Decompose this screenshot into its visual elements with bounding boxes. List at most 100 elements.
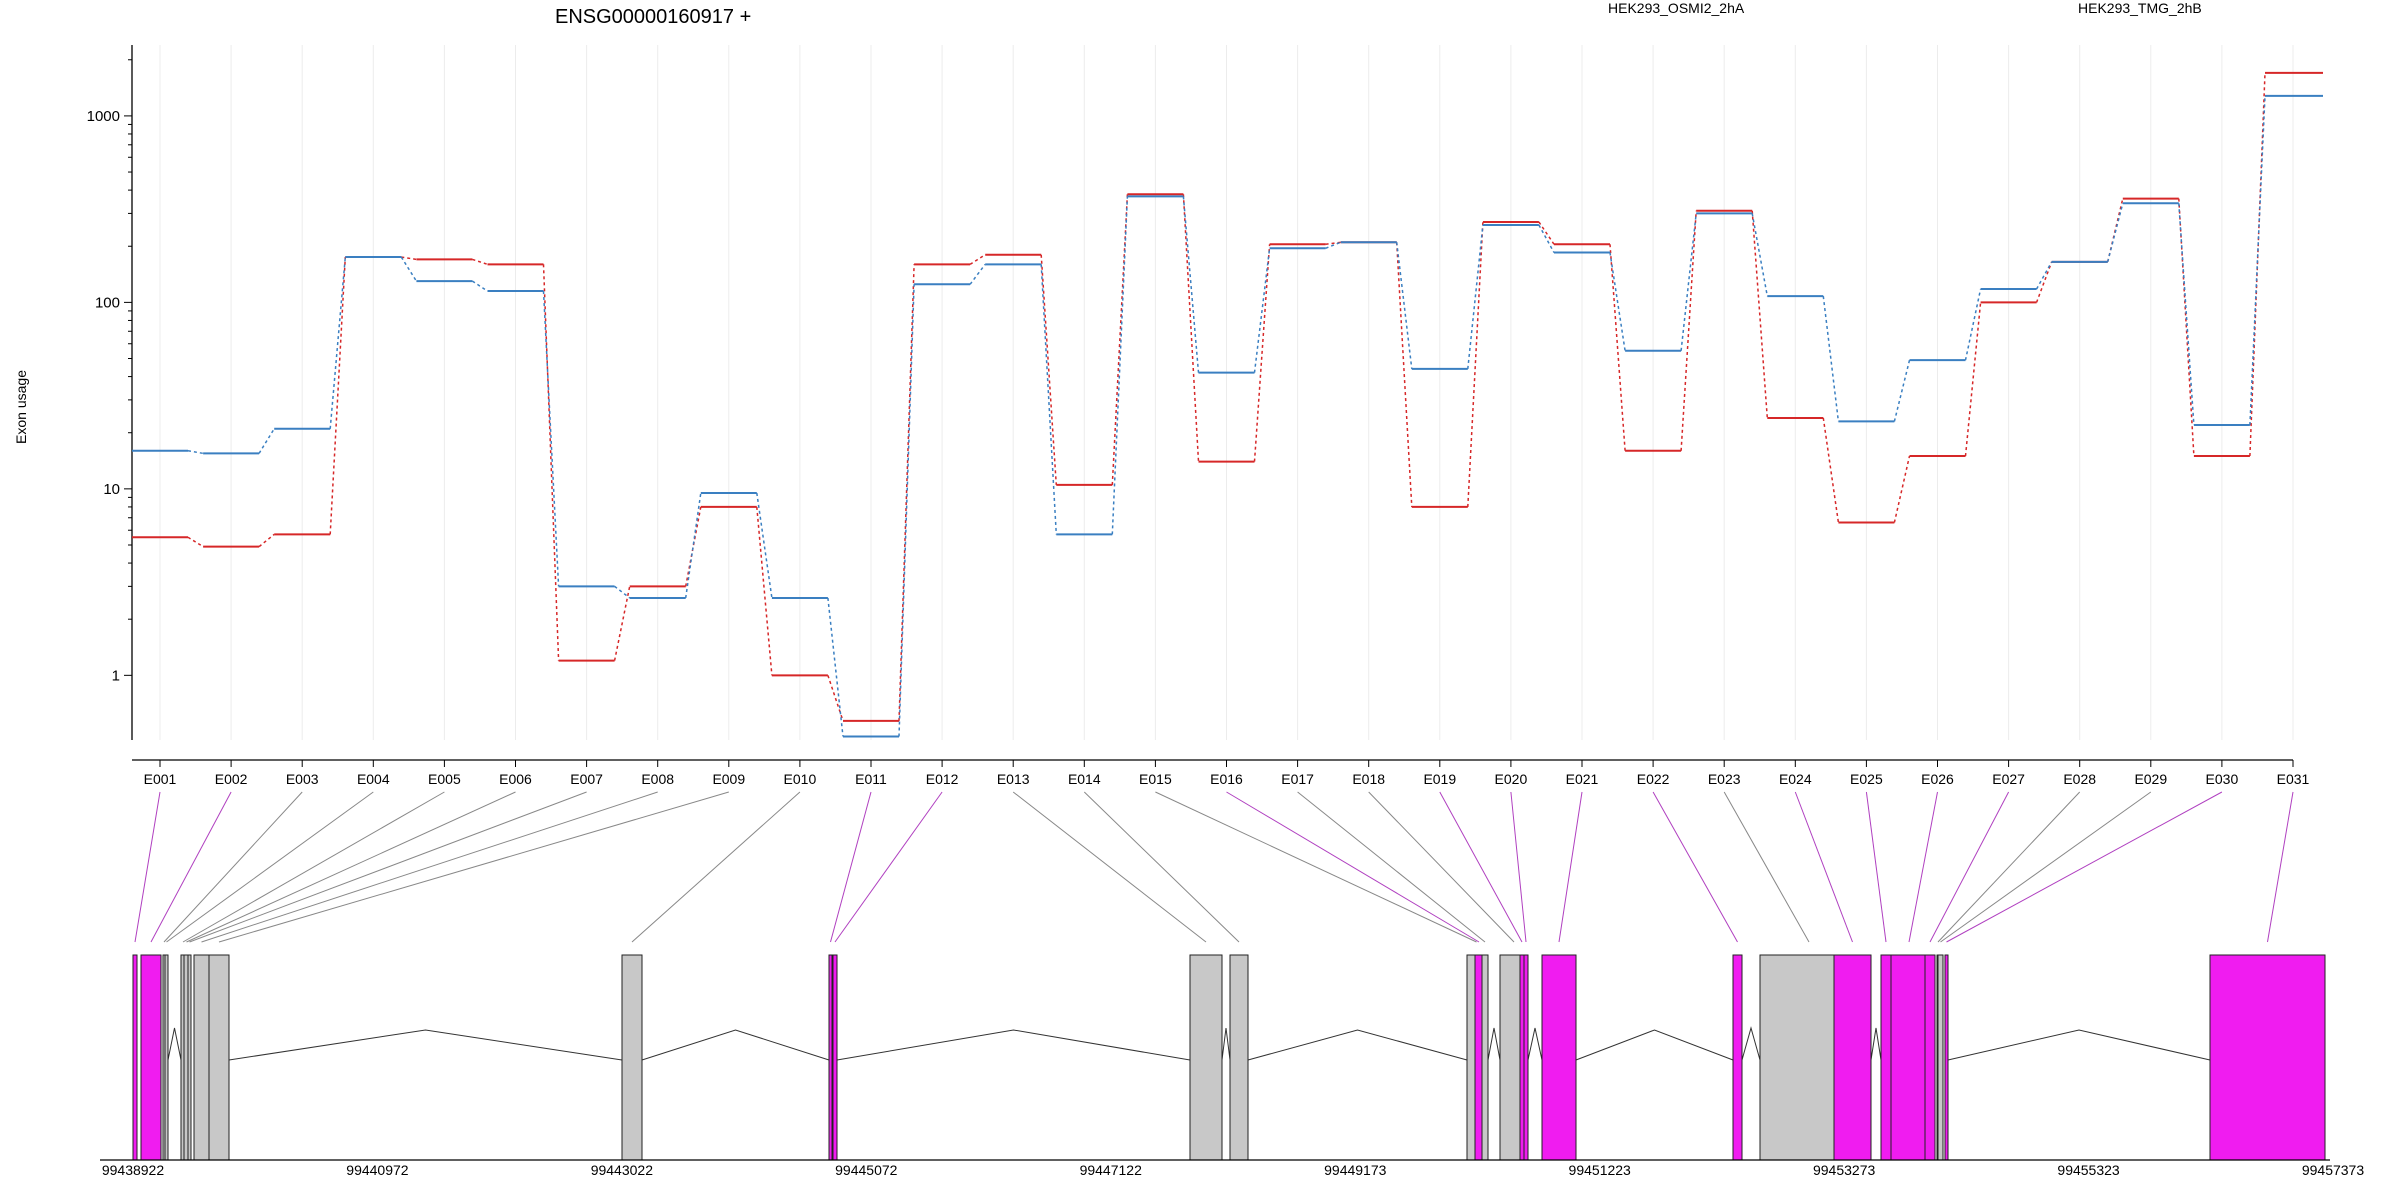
exon-connector — [150, 791, 232, 943]
x-tick-label: E002 — [215, 771, 248, 787]
intron-line — [1741, 1026, 1761, 1061]
series-0-link — [1467, 221, 1484, 507]
legend-entry-tmg: HEK293_TMG_2hB — [2078, 0, 2202, 16]
x-tick-label: E020 — [1495, 771, 1528, 787]
x-tick-label: E012 — [926, 771, 959, 787]
series-1-link — [1538, 224, 1555, 253]
x-tick-label: E005 — [428, 771, 461, 787]
x-tick-label: E017 — [1281, 771, 1314, 787]
x-tick-label: E019 — [1423, 771, 1456, 787]
x-tick-label: E030 — [2206, 771, 2239, 787]
x-tick-label: E001 — [144, 771, 177, 787]
x-tick-label: E013 — [997, 771, 1030, 787]
exon-block — [1944, 954, 1949, 1161]
series-0-link — [969, 254, 986, 265]
exon-block — [621, 954, 643, 1161]
exon-connector — [163, 791, 303, 943]
exon-connector — [2267, 791, 2294, 943]
genomic-coord-label: 99453273 — [1813, 1162, 1876, 1178]
series-1-link — [187, 450, 204, 455]
series-1-link — [1609, 252, 1626, 351]
exon-connector — [1439, 791, 1523, 943]
series-0-link — [1680, 210, 1697, 451]
series-0-link — [1822, 417, 1840, 523]
series-1-link — [1467, 224, 1484, 369]
series-1-link — [827, 597, 844, 737]
series-1-link — [1751, 213, 1769, 297]
series-1-link — [1680, 213, 1697, 351]
x-tick-label: E008 — [641, 771, 674, 787]
x-tick-label: E029 — [2134, 771, 2167, 787]
x-tick-label: E007 — [570, 771, 603, 787]
series-0-link — [542, 264, 560, 661]
series-0-link — [1964, 302, 1982, 457]
series-0-link — [827, 675, 844, 722]
exon-block — [1833, 954, 1872, 1161]
series-1-link — [1964, 288, 1982, 361]
series-0-link — [472, 258, 488, 266]
exon-connector — [1226, 791, 1480, 943]
intron-line — [836, 1029, 1191, 1061]
gene-model — [132, 954, 2326, 1161]
y-tick-label: 100 — [95, 294, 120, 311]
series-1-link — [1325, 241, 1341, 249]
exon-block — [140, 954, 162, 1161]
series-1-link — [756, 492, 773, 599]
x-tick-label: E026 — [1921, 771, 1954, 787]
y-axis: 1 10 100 1000 — [87, 45, 133, 740]
exon-connectors — [134, 791, 2294, 943]
x-tick-label: E018 — [1352, 771, 1385, 787]
x-tick-label: E028 — [2063, 771, 2096, 787]
series-0-link — [2035, 261, 2053, 303]
x-tick-label: E003 — [286, 771, 319, 787]
series-1-link — [542, 291, 560, 587]
x-tick-label: E031 — [2277, 771, 2310, 787]
x-tick-label: E004 — [357, 771, 390, 787]
genomic-coord-label: 99445072 — [835, 1162, 898, 1178]
series-0-link — [613, 586, 631, 661]
series-1-link — [614, 585, 631, 599]
exon-connector — [201, 791, 658, 943]
exon-block — [187, 954, 192, 1161]
series-1-link — [2249, 95, 2266, 426]
series-0-link — [756, 506, 773, 676]
genomic-coord-label: 99438922 — [102, 1162, 165, 1178]
genomic-coord-label: 99449173 — [1324, 1162, 1387, 1178]
series-0-link — [329, 257, 347, 535]
series-0-link — [684, 506, 702, 587]
series-0-link — [401, 256, 417, 261]
exon-connector — [1946, 791, 2223, 943]
x-tick-label: E014 — [1068, 771, 1101, 787]
exon-connector — [1083, 791, 1240, 943]
exon-connector — [189, 791, 587, 943]
series-0-link — [2178, 198, 2195, 457]
series-0-link — [1751, 210, 1769, 419]
genomic-axis: 99438922 99440972 99443022 99445072 99447122… — [100, 1159, 2364, 1178]
exon-block — [1519, 954, 1525, 1161]
exon-block — [1732, 954, 1743, 1161]
series-1-link — [969, 263, 986, 285]
exon-block — [828, 954, 833, 1161]
exon-connector — [1929, 791, 2010, 943]
series-1-link — [400, 256, 418, 282]
genomic-coord-label: 99440972 — [346, 1162, 409, 1178]
genomic-coord-label: 99455323 — [2057, 1162, 2120, 1178]
intron-line — [167, 1027, 182, 1061]
x-tick-label: E027 — [1992, 771, 2025, 787]
genomic-coord-label: 99443022 — [591, 1162, 654, 1178]
exon-connector — [1510, 791, 1527, 943]
exon-connector — [186, 791, 516, 943]
series-1-link — [258, 428, 275, 454]
genomic-coord-label: 99451223 — [1569, 1162, 1632, 1178]
x-tick-label: E023 — [1708, 771, 1741, 787]
exon-block — [1481, 954, 1489, 1161]
y-tick-label: 1 — [112, 667, 120, 684]
intron-line — [1487, 1027, 1501, 1061]
exon-connector — [1723, 791, 1810, 943]
series-1-link — [1040, 264, 1058, 535]
series-1-link — [2106, 203, 2124, 263]
exon-connector — [1297, 791, 1486, 943]
intron-line — [228, 1029, 623, 1061]
exon-block — [1523, 954, 1529, 1161]
